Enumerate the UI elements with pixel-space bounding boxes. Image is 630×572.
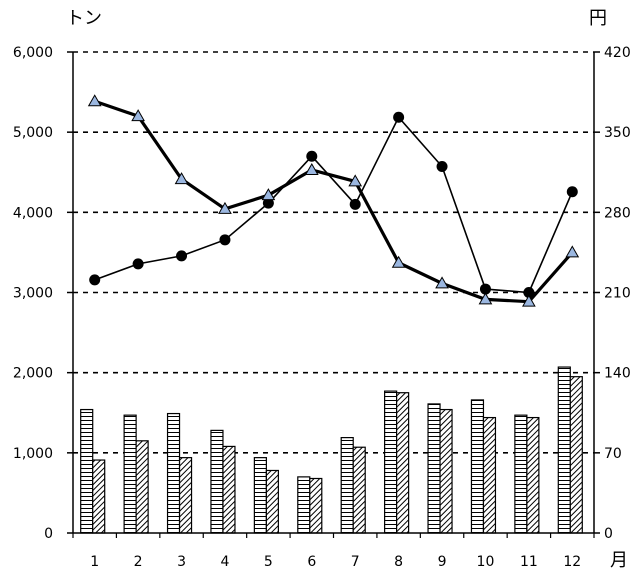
bar-series-2 <box>222 445 236 534</box>
right-tick-label: 280 <box>604 205 630 221</box>
bar-series-1 <box>384 390 398 534</box>
point-circle <box>219 234 231 246</box>
bar-series-1 <box>123 414 137 534</box>
left-unit-label: トン <box>66 8 102 29</box>
point-circle <box>349 198 361 210</box>
right-tick-label: 210 <box>604 286 630 302</box>
point-circle <box>89 274 101 286</box>
x-tick-label: 7 <box>351 554 360 570</box>
x-tick-label: 11 <box>520 554 538 570</box>
bar-series-1 <box>297 476 311 534</box>
bar-series-2 <box>178 457 193 534</box>
x-unit-label: 月 <box>610 550 628 571</box>
right-tick-label: 70 <box>604 446 622 462</box>
point-triangle <box>304 162 319 175</box>
point-circle <box>176 250 188 262</box>
left-tick-label: 3,000 <box>13 286 53 302</box>
point-circle <box>132 258 144 270</box>
right-unit-label: 円 <box>589 8 607 29</box>
x-tick-label: 5 <box>264 554 273 570</box>
point-triangle <box>391 255 406 268</box>
x-tick-label: 2 <box>134 554 143 570</box>
left-tick-label: 5,000 <box>13 125 53 141</box>
gridlines <box>73 51 594 454</box>
point-triangle <box>131 109 145 122</box>
left-tick-label: 6,000 <box>13 45 53 61</box>
bar-series-1 <box>210 429 224 534</box>
point-triangle <box>87 94 102 107</box>
x-tick-label: 3 <box>177 554 186 570</box>
right-tick-label: 350 <box>604 125 630 141</box>
bar-series-2 <box>352 446 366 534</box>
left-tick-label: 1,000 <box>13 446 53 462</box>
x-tick-label: 8 <box>394 554 403 570</box>
bar-series-2 <box>135 440 149 534</box>
left-tick-label: 2,000 <box>13 366 53 382</box>
point-triangle <box>478 292 493 305</box>
bar-series-2 <box>482 416 497 534</box>
point-triangle <box>218 201 232 214</box>
bar-series-1 <box>470 399 485 534</box>
bar-series-2 <box>569 376 583 534</box>
bar-series-2 <box>92 459 106 534</box>
x-tick-label: 6 <box>307 554 316 570</box>
point-triangle <box>435 276 449 289</box>
x-tick-label: 10 <box>477 554 495 570</box>
bar-series-2 <box>265 469 279 534</box>
bar-series-1 <box>340 437 354 534</box>
left-tick-label: 4,000 <box>13 205 53 221</box>
point-circle <box>262 197 274 209</box>
bar-series-1 <box>166 412 181 534</box>
bars <box>80 366 583 534</box>
point-triangle <box>174 172 189 185</box>
point-triangle <box>348 174 363 187</box>
bar-series-1 <box>427 403 441 534</box>
x-tick-label: 1 <box>90 554 99 570</box>
x-tick-label: 12 <box>563 554 581 570</box>
bar-series-1 <box>514 414 528 534</box>
point-triangle <box>522 294 536 307</box>
bar-series-2 <box>309 477 323 534</box>
point-circle <box>523 287 535 298</box>
line-series-circle <box>94 115 574 294</box>
point-circle <box>479 283 491 295</box>
left-tick-label: 0 <box>44 526 53 542</box>
bar-series-2 <box>526 416 540 534</box>
right-tick-label: 0 <box>604 526 613 542</box>
bar-series-1 <box>253 457 267 534</box>
point-circle <box>566 186 578 198</box>
x-tick-label: 9 <box>438 554 447 570</box>
point-triangle <box>565 245 580 258</box>
x-tick-label: 4 <box>220 554 229 570</box>
bar-series-2 <box>439 408 453 534</box>
bar-series-1 <box>557 366 571 534</box>
bar-series-1 <box>80 408 94 534</box>
point-triangle <box>261 188 276 201</box>
lines <box>87 94 580 307</box>
right-tick-label: 420 <box>604 45 630 61</box>
point-circle <box>306 150 318 162</box>
bar-series-2 <box>396 392 410 534</box>
right-tick-label: 140 <box>604 366 630 382</box>
point-circle <box>436 161 448 173</box>
line-series-triangle <box>94 99 574 304</box>
point-circle <box>393 111 405 123</box>
